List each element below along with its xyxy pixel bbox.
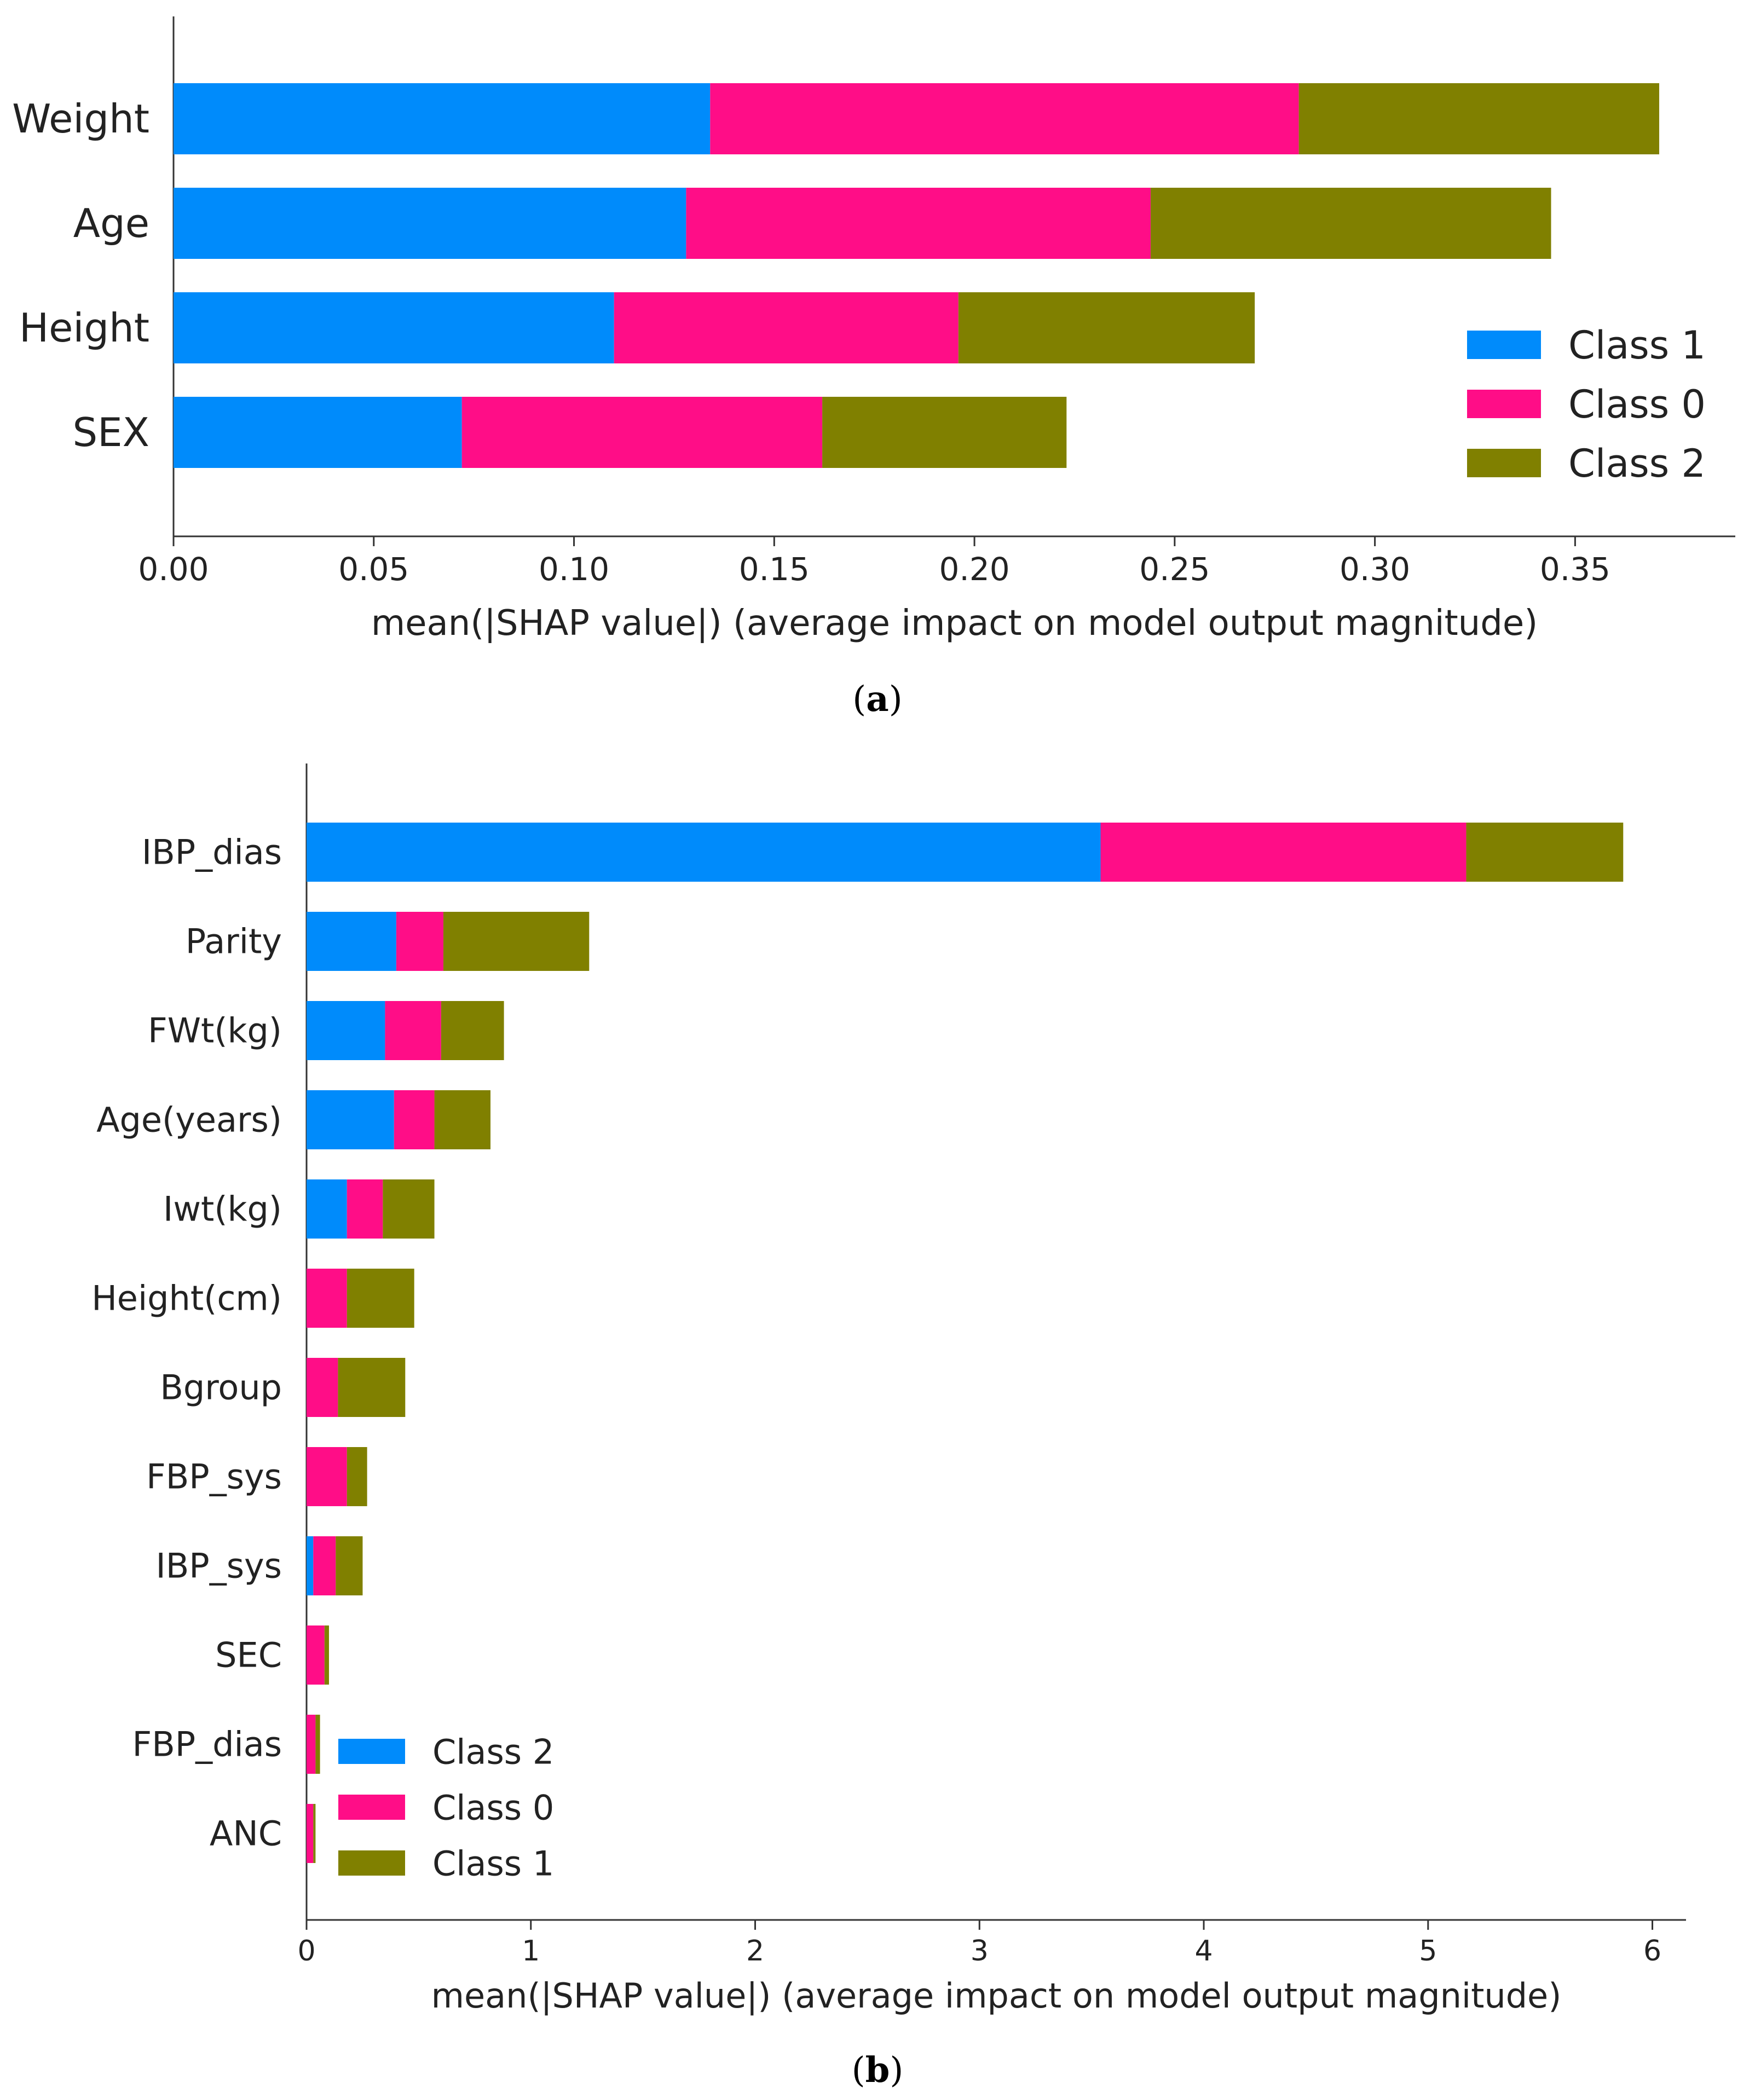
bar-age-years--series-0 <box>307 1090 394 1149</box>
bar-sex-series-2 <box>822 397 1067 468</box>
bar-fbp-dias-series-1 <box>307 1715 316 1774</box>
x-tick-label: 0.30 <box>1340 551 1410 588</box>
x-tick-label: 0 <box>297 1935 315 1968</box>
x-tick-label: 0.20 <box>939 551 1010 588</box>
x-tick-label: 3 <box>971 1935 989 1968</box>
y-tick-label: SEC <box>215 1635 282 1675</box>
bar-weight-series-1 <box>710 83 1299 154</box>
caption-a: (a) <box>852 679 903 720</box>
y-tick-label: Height <box>19 305 149 351</box>
x-axis-label: mean(|SHAP value|) (average impact on mo… <box>431 1976 1562 2016</box>
bar-fwt-kg--series-2 <box>441 1001 504 1060</box>
legend-label: Class 2 <box>432 1732 554 1772</box>
x-axis-label: mean(|SHAP value|) (average impact on mo… <box>371 603 1538 644</box>
bar-bgroup-series-1 <box>307 1358 338 1417</box>
y-tick-label: Age <box>73 200 149 246</box>
x-tick-label: 0.25 <box>1139 551 1210 588</box>
bar-age-series-2 <box>1150 188 1551 259</box>
bar-sex-series-0 <box>174 397 462 468</box>
y-tick-label: FBP_dias <box>132 1725 282 1765</box>
caption-b: (b) <box>851 2050 904 2091</box>
y-tick-label: FWt(kg) <box>148 1011 282 1051</box>
bar-anc-series-2 <box>313 1804 316 1863</box>
x-tick-label: 6 <box>1643 1935 1661 1968</box>
x-tick-label: 4 <box>1194 1935 1213 1968</box>
bar-fwt-kg--series-1 <box>385 1001 441 1060</box>
bar-height-series-1 <box>614 292 959 363</box>
bar-height-series-0 <box>174 292 614 363</box>
y-tick-label: IBP_sys <box>155 1546 282 1586</box>
legend-swatch <box>1467 449 1541 477</box>
chart-b: IBP_dias Parity FWt(kg) Age(years) Iwt(kg) He… <box>91 763 1686 2016</box>
bar-fbp-sys-series-2 <box>347 1447 367 1506</box>
bar-parity-series-0 <box>307 912 396 971</box>
legend-label: Class 1 <box>1568 323 1706 368</box>
x-tick-label: 0.10 <box>539 551 609 588</box>
legend-label: Class 0 <box>1568 382 1706 427</box>
bar-fbp-sys-series-1 <box>307 1447 347 1506</box>
y-tick-label: Parity <box>186 922 282 962</box>
bar-ibp-dias-series-2 <box>1466 823 1624 882</box>
bar-parity-series-1 <box>396 912 443 971</box>
x-tick-label: 0.00 <box>138 551 209 588</box>
legend-swatch <box>338 1795 405 1820</box>
bar-age-years--series-2 <box>434 1090 490 1149</box>
legend-label: Class 1 <box>432 1843 554 1883</box>
y-tick-label: IBP_dias <box>142 832 282 872</box>
bar-height-cm--series-2 <box>347 1269 414 1328</box>
legend-swatch <box>1467 331 1541 359</box>
bar-iwt-kg--series-2 <box>383 1179 435 1239</box>
bar-anc-series-1 <box>307 1804 314 1863</box>
legend-swatch <box>338 1739 405 1764</box>
legend-label: Class 0 <box>432 1787 554 1827</box>
y-tick-label: FBP_sys <box>146 1457 282 1497</box>
bar-sec-series-2 <box>324 1625 329 1685</box>
x-tick-label: 1 <box>522 1935 540 1968</box>
caption-b-label: b <box>865 2050 890 2091</box>
bar-ibp-sys-series-1 <box>313 1536 336 1595</box>
legend-swatch <box>338 1850 405 1876</box>
bar-height-series-2 <box>958 292 1255 363</box>
y-tick-label: Age(years) <box>96 1100 282 1140</box>
bar-ibp-sys-series-2 <box>336 1536 363 1595</box>
x-tick-label: 0.35 <box>1540 551 1610 588</box>
legend-label: Class 2 <box>1568 441 1706 486</box>
bar-parity-series-2 <box>443 912 590 971</box>
y-tick-label: Height(cm) <box>91 1278 282 1318</box>
bar-iwt-kg--series-0 <box>307 1179 347 1239</box>
x-tick-label: 0.05 <box>338 551 409 588</box>
y-tick-label: Bgroup <box>160 1368 282 1408</box>
bar-iwt-kg--series-1 <box>347 1179 383 1239</box>
y-tick-label: Weight <box>12 96 149 142</box>
y-tick-label: ANC <box>210 1814 282 1854</box>
bar-age-series-0 <box>174 188 686 259</box>
bar-bgroup-series-2 <box>338 1358 406 1417</box>
y-tick-label: SEX <box>72 409 149 455</box>
bar-weight-series-0 <box>174 83 711 154</box>
bar-ibp-dias-series-0 <box>307 823 1101 882</box>
bar-ibp-dias-series-1 <box>1100 823 1467 882</box>
chart-a: Weight Age Height SEX 0.00 0.05 0.10 0.15 0.20 0.… <box>12 16 1735 644</box>
bar-sex-series-1 <box>461 397 823 468</box>
bar-fwt-kg--series-0 <box>307 1001 385 1060</box>
y-tick-label: Iwt(kg) <box>163 1189 282 1229</box>
bar-age-years--series-1 <box>394 1090 435 1149</box>
bar-weight-series-2 <box>1298 83 1660 154</box>
bar-height-cm--series-1 <box>307 1269 347 1328</box>
bar-fbp-dias-series-2 <box>315 1715 320 1774</box>
x-tick-label: 5 <box>1419 1935 1437 1968</box>
x-tick-label: 0.15 <box>739 551 810 588</box>
x-tick-label: 2 <box>746 1935 764 1968</box>
bar-ibp-sys-series-0 <box>307 1536 314 1595</box>
caption-a-label: a <box>866 679 889 720</box>
legend-swatch <box>1467 390 1541 418</box>
bar-age-series-1 <box>686 188 1151 259</box>
bar-sec-series-1 <box>307 1625 325 1685</box>
